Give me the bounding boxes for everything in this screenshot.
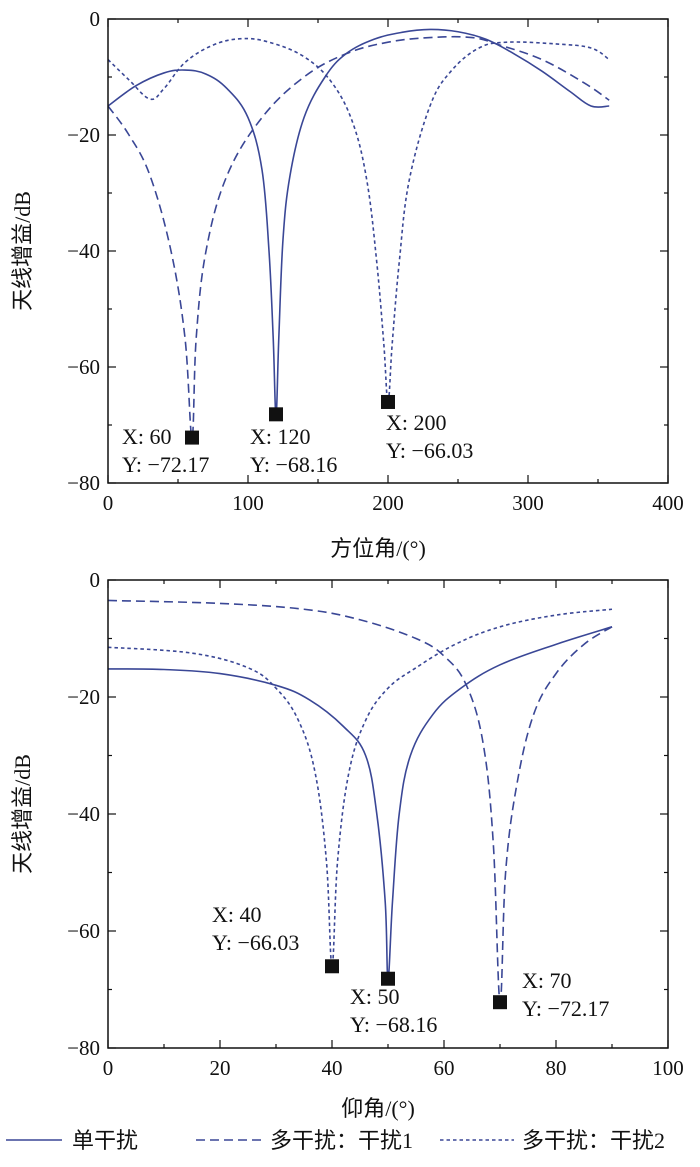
y-tick-label: −20 [67,685,100,709]
y-axis-label: 天线增益/dB [10,191,35,311]
datatip-marker [381,971,395,986]
series-line-1 [107,626,613,980]
datatip-y-label: Y: −66.03 [386,438,473,463]
datatip-x-label: X: 200 [386,410,447,435]
datatip-y-label: Y: −72.17 [522,996,609,1021]
datatip-y-label: Y: −72.17 [122,452,209,477]
legend-label: 单干扰 [72,1128,138,1153]
y-tick-label: −80 [67,1036,100,1060]
x-tick-label: 400 [652,491,684,515]
x-tick-label: 60 [434,1056,455,1080]
x-tick-label: 20 [210,1056,231,1080]
datatip-y-label: Y: −68.16 [350,1012,437,1037]
series-line-3 [107,37,610,403]
datatip-x-label: X: 70 [522,968,572,993]
datatip-x-label: X: 120 [250,424,311,449]
y-tick-label: −60 [67,919,100,943]
x-tick-label: 100 [232,491,264,515]
datatip-y-label: Y: −68.16 [250,452,337,477]
y-tick-label: −60 [67,355,100,379]
x-tick-label: 100 [652,1056,684,1080]
datatip-marker [493,995,507,1010]
y-tick-label: −80 [67,471,100,495]
y-tick-label: 0 [90,7,101,31]
y-axis-label: 天线增益/dB [10,754,35,874]
legend-label: 多干扰：干扰2 [522,1128,665,1153]
datatip-x-label: X: 60 [122,424,172,449]
datatip-y-label: Y: −66.03 [212,930,299,955]
plot-frame [107,18,669,484]
y-tick-label: −20 [67,123,100,147]
datatip-x-label: X: 50 [350,984,400,1009]
legend-label: 多干扰：干扰1 [270,1128,413,1153]
datatip-marker [325,959,339,974]
x-tick-label: 300 [512,491,544,515]
x-axis-label: 仰角/(°) [341,1096,415,1121]
y-tick-label: −40 [67,802,100,826]
series-line-1 [107,28,610,416]
y-tick-label: −40 [67,239,100,263]
x-tick-label: 0 [103,491,114,515]
series-line-3 [107,608,613,968]
datatip-marker [185,430,199,445]
datatip-x-label: X: 40 [212,902,262,927]
x-tick-label: 80 [546,1056,567,1080]
y-tick-label: 0 [90,568,101,592]
plot-frame [107,579,669,1049]
datatip-marker [269,407,283,422]
x-axis-label: 方位角/(°) [330,536,426,561]
x-tick-label: 40 [322,1056,343,1080]
series-line-2 [107,599,613,1004]
x-tick-label: 200 [372,491,404,515]
datatip-marker [381,394,395,409]
series-line-2 [107,35,610,439]
x-tick-label: 0 [103,1056,114,1080]
